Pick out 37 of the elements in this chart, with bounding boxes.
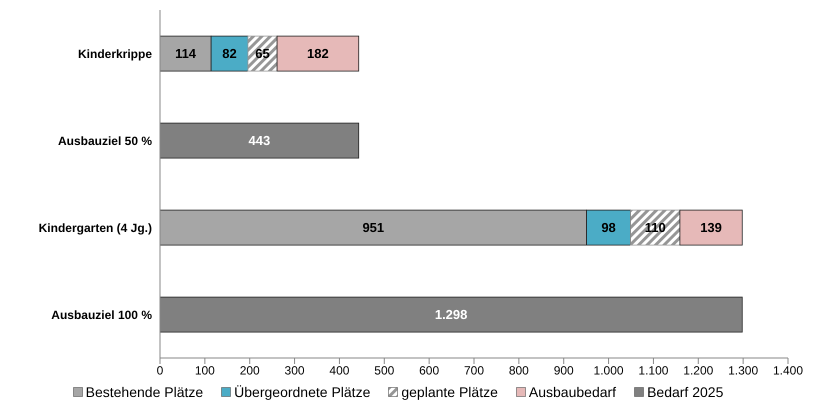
- legend-label: Bedarf 2025: [646, 384, 724, 400]
- legend-label: Übergeordnete Plätze: [233, 384, 370, 400]
- bar: [630, 210, 680, 246]
- data-label: 182: [307, 46, 329, 62]
- x-tick-label: 200: [240, 364, 260, 378]
- y-tick-label: Ausbauziel 50 %: [58, 134, 152, 148]
- x-tick-label: 600: [419, 364, 440, 378]
- x-tick-label: 1.400: [772, 364, 804, 378]
- x-tick-label: 1.300: [728, 364, 758, 378]
- y-tick-label: Ausbauziel 100 %: [51, 308, 152, 322]
- x-tick-label: 700: [464, 364, 484, 378]
- x-tick-label: 300: [284, 364, 305, 378]
- y-tick-label: Kinderkrippe: [78, 46, 152, 61]
- legend-label: Ausbaubedarf: [528, 384, 616, 400]
- data-label: 951: [362, 220, 384, 236]
- data-label: 98: [601, 220, 616, 236]
- x-tick-label: 500: [374, 364, 395, 378]
- x-tick-label: 100: [194, 364, 216, 378]
- y-tick-label: Kindergarten (4 Jg.): [38, 220, 152, 235]
- x-tick-label: 1.100: [638, 364, 669, 378]
- data-label: 82: [222, 46, 237, 62]
- x-tick-label: 1.200: [683, 364, 714, 378]
- x-tick-label: 800: [508, 364, 530, 378]
- data-label: 65: [255, 46, 270, 62]
- data-label: 139: [700, 220, 722, 236]
- bar: [679, 210, 743, 246]
- x-tick-label: 1.000: [594, 364, 624, 378]
- data-label: 443: [248, 133, 270, 148]
- legend-label: geplante Plätze: [400, 384, 498, 400]
- x-tick-label: 400: [329, 364, 350, 378]
- data-label: 114: [175, 46, 197, 62]
- data-label: 1.298: [434, 307, 468, 322]
- data-label: 110: [644, 220, 666, 236]
- x-tick-label: 900: [554, 364, 574, 378]
- bar: [276, 36, 360, 72]
- legend-label: Bestehende Plätze: [84, 384, 204, 400]
- x-tick-label: 0: [156, 364, 164, 378]
